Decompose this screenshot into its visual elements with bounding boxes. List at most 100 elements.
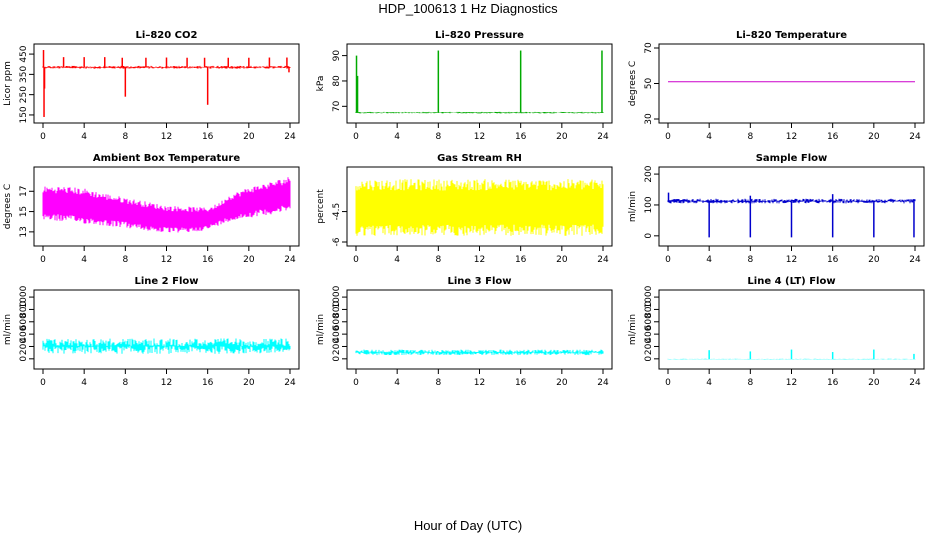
y-tick-label: 0 — [332, 356, 342, 362]
x-tick-label: 16 — [827, 132, 839, 142]
x-tick-label: 16 — [827, 255, 839, 265]
x-tick-label: 24 — [909, 378, 921, 388]
y-tick-label: 1000 — [19, 285, 29, 308]
x-tick-label: 12 — [161, 132, 172, 142]
x-tick-label: 12 — [161, 255, 172, 265]
panel: Gas Stream RH percent 0 4 8 12 16 20 24 -6 -4.5 — [316, 153, 613, 265]
x-tick-label: 20 — [556, 132, 568, 142]
x-tick-label: 24 — [284, 378, 296, 388]
x-tick-label: 4 — [706, 378, 712, 388]
y-tick-label: 90 — [332, 50, 342, 62]
panel: Sample Flow ml/min 0 4 8 12 16 20 24 0 100 200 — [628, 153, 925, 265]
x-tick-label: 24 — [284, 255, 296, 265]
x-tick-label: 0 — [665, 255, 671, 265]
x-tick-label: 8 — [435, 378, 441, 388]
x-tick-label: 8 — [435, 132, 441, 142]
x-tick-label: 8 — [435, 255, 441, 265]
x-tick-label: 4 — [706, 255, 712, 265]
x-tick-label: 24 — [909, 132, 921, 142]
series-line — [667, 358, 916, 360]
figure-x-axis-label: Hour of Day (UTC) — [413, 518, 523, 533]
y-tick-label: 70 — [332, 100, 342, 112]
panel-title: Line 4 (LT) Flow — [747, 276, 835, 287]
panel-y-axis-label: ml/min — [628, 314, 638, 345]
x-tick-label: 4 — [394, 132, 400, 142]
panel-title: Line 3 Flow — [448, 276, 512, 287]
x-tick-label: 0 — [40, 378, 46, 388]
y-tick-label: 13 — [19, 226, 29, 237]
series-line — [355, 349, 604, 356]
y-tick-label: -4.5 — [332, 203, 342, 221]
series-line — [355, 179, 604, 236]
y-tick-label: 250 — [19, 86, 29, 103]
panel-y-axis-label: kPa — [316, 76, 326, 92]
panel-y-axis-label: percent — [316, 189, 326, 224]
x-tick-label: 12 — [474, 255, 485, 265]
y-tick-label: 400 — [19, 325, 29, 342]
y-tick-label: 0 — [644, 233, 654, 239]
panel: Li–820 Temperature degrees C 0 4 8 12 16 20 24 30… — [628, 30, 925, 142]
x-tick-label: 20 — [868, 132, 880, 142]
panel-y-axis-label: ml/min — [316, 314, 326, 345]
x-tick-label: 0 — [40, 132, 46, 142]
y-tick-label: 200 — [644, 165, 654, 182]
x-tick-label: 0 — [353, 132, 359, 142]
panel-title: Li–820 CO2 — [136, 30, 198, 41]
x-tick-label: 12 — [161, 378, 172, 388]
panel-y-axis-label: ml/min — [3, 314, 13, 345]
panel-frame — [33, 289, 300, 370]
x-tick-label: 4 — [81, 132, 87, 142]
y-tick-label: 200 — [19, 338, 29, 355]
x-tick-label: 16 — [515, 255, 527, 265]
y-tick-label: 800 — [332, 301, 342, 318]
series-line — [42, 177, 291, 233]
y-tick-label: -6 — [332, 237, 342, 246]
x-tick-label: 4 — [394, 255, 400, 265]
y-tick-label: 0 — [19, 356, 29, 362]
panel-y-axis-label: ml/min — [628, 191, 638, 222]
y-tick-label: 200 — [644, 338, 654, 355]
x-tick-label: 0 — [665, 378, 671, 388]
x-tick-label: 0 — [353, 255, 359, 265]
y-tick-label: 600 — [332, 313, 342, 330]
panel-y-axis-label: degrees C — [3, 184, 13, 229]
x-tick-label: 4 — [81, 378, 87, 388]
y-tick-label: 800 — [644, 301, 654, 318]
panel-title: Li–820 Pressure — [435, 30, 524, 41]
x-tick-label: 16 — [827, 378, 839, 388]
y-tick-label: 1000 — [332, 285, 342, 308]
x-tick-label: 20 — [243, 132, 255, 142]
x-tick-label: 24 — [597, 132, 609, 142]
panel-frame — [346, 43, 613, 124]
panel-frame — [658, 43, 925, 124]
x-tick-label: 8 — [747, 378, 753, 388]
x-tick-label: 16 — [202, 132, 214, 142]
x-tick-label: 16 — [202, 378, 214, 388]
series-line — [355, 111, 604, 114]
y-tick-label: 30 — [644, 113, 654, 125]
y-tick-label: 600 — [19, 313, 29, 330]
y-tick-label: 100 — [644, 196, 654, 213]
x-tick-label: 12 — [474, 378, 485, 388]
x-tick-label: 24 — [597, 378, 609, 388]
y-tick-label: 50 — [644, 78, 654, 90]
x-tick-label: 8 — [747, 255, 753, 265]
x-tick-label: 16 — [515, 132, 527, 142]
panel-title: Line 2 Flow — [135, 276, 199, 287]
y-tick-label: 450 — [19, 45, 29, 62]
x-tick-label: 8 — [122, 255, 128, 265]
y-tick-label: 350 — [19, 66, 29, 83]
panel-title: Gas Stream RH — [437, 153, 522, 164]
y-tick-label: 1000 — [644, 285, 654, 308]
y-tick-label: 200 — [332, 338, 342, 355]
x-tick-label: 20 — [243, 378, 255, 388]
x-tick-label: 20 — [868, 255, 880, 265]
panel-title: Sample Flow — [756, 153, 828, 164]
y-tick-label: 600 — [644, 313, 654, 330]
x-tick-label: 4 — [394, 378, 400, 388]
panel-y-axis-label: degrees C — [628, 61, 638, 106]
panel-y-axis-label: Licor ppm — [3, 61, 13, 106]
x-tick-label: 12 — [786, 132, 797, 142]
